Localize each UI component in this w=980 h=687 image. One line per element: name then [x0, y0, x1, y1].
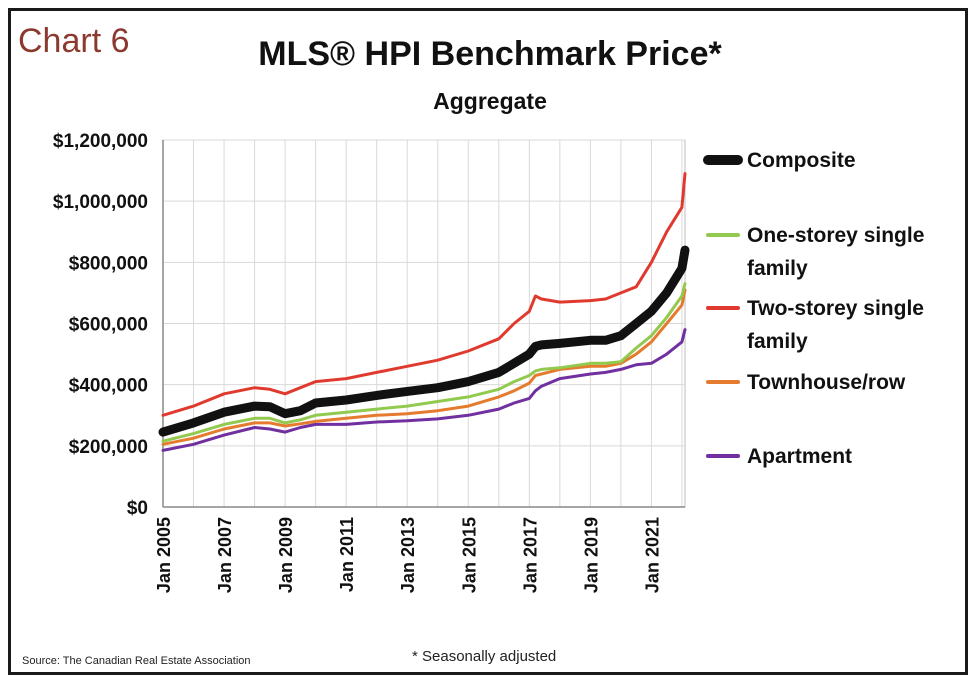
chart-frame	[8, 8, 968, 675]
series-line-one-storey	[161, 282, 687, 443]
chart-title: MLS® HPI Benchmark Price*	[258, 35, 722, 73]
legend-label: Composite	[747, 149, 856, 172]
legend: Composite One-storey single family Two-stor…	[703, 149, 924, 468]
y-tick-label: $1,200,000	[53, 131, 148, 152]
series-lines	[158, 172, 690, 452]
legend-label: Apartment	[747, 445, 852, 468]
x-tick-label: Jan 2009	[276, 517, 296, 593]
x-tick-label: Jan 2019	[581, 517, 601, 593]
x-tick-label: Jan 2021	[642, 517, 662, 593]
legend-label: family	[747, 330, 808, 353]
y-tick-label: $400,000	[69, 376, 148, 397]
x-tick-label: Jan 2007	[215, 517, 235, 593]
legend-label: Townhouse/row	[747, 371, 906, 394]
x-tick-label: Jan 2005	[154, 517, 174, 593]
chart-number-label: Chart 6	[18, 22, 130, 60]
y-tick-label: $600,000	[69, 315, 148, 336]
footnote: * Seasonally adjusted	[412, 648, 557, 665]
series-line-two-storey	[161, 172, 687, 417]
x-tick-label: Jan 2015	[459, 517, 479, 593]
legend-label: One-storey single	[747, 224, 924, 247]
y-tick-label: $800,000	[69, 253, 148, 274]
series-line-apartment	[161, 328, 687, 452]
legend-label: Two-storey single	[747, 297, 924, 320]
source-note: Source: The Canadian Real Estate Associa…	[22, 655, 251, 667]
x-tick-label: Jan 2017	[520, 517, 540, 593]
series-line-townhouse	[161, 288, 687, 446]
chart-subtitle: Aggregate	[433, 88, 547, 114]
grid-lines	[162, 139, 686, 508]
axes: $0 $200,000 $400,000 $600,000 $800,000 $1,000…	[53, 131, 685, 593]
series-line-composite	[158, 245, 690, 437]
x-tick-label: Jan 2013	[398, 517, 418, 593]
y-tick-label: $0	[127, 498, 148, 519]
x-tick-label: Jan 2011	[337, 517, 357, 592]
y-tick-label: $1,000,000	[53, 192, 148, 213]
y-tick-label: $200,000	[69, 437, 148, 458]
legend-label: family	[747, 257, 808, 280]
